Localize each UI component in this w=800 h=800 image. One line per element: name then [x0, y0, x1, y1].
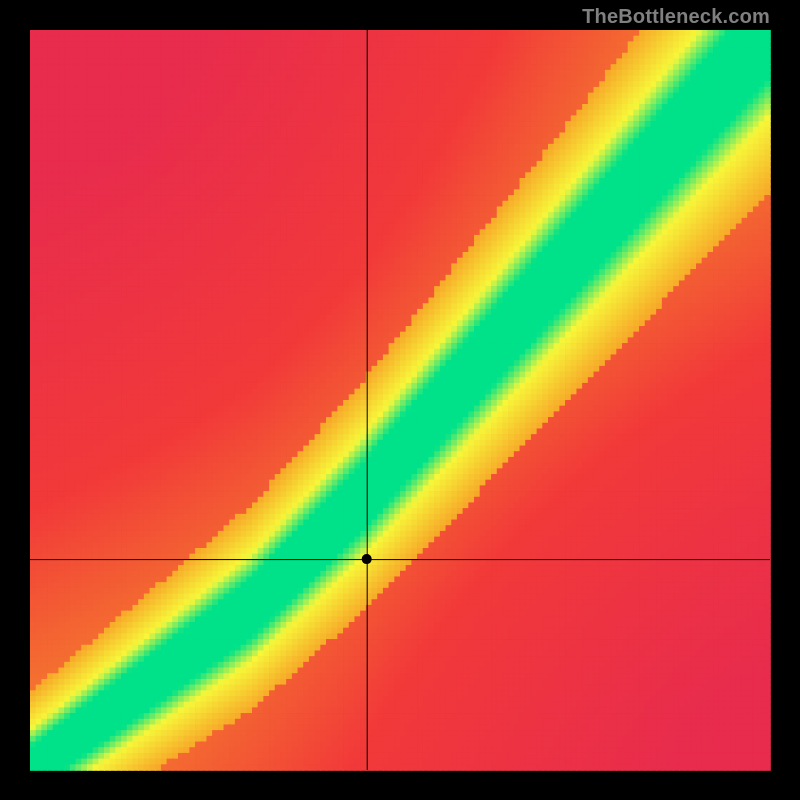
bottleneck-heatmap [0, 0, 800, 800]
watermark-text: TheBottleneck.com [582, 6, 770, 29]
chart-container: TheBottleneck.com [0, 0, 800, 800]
